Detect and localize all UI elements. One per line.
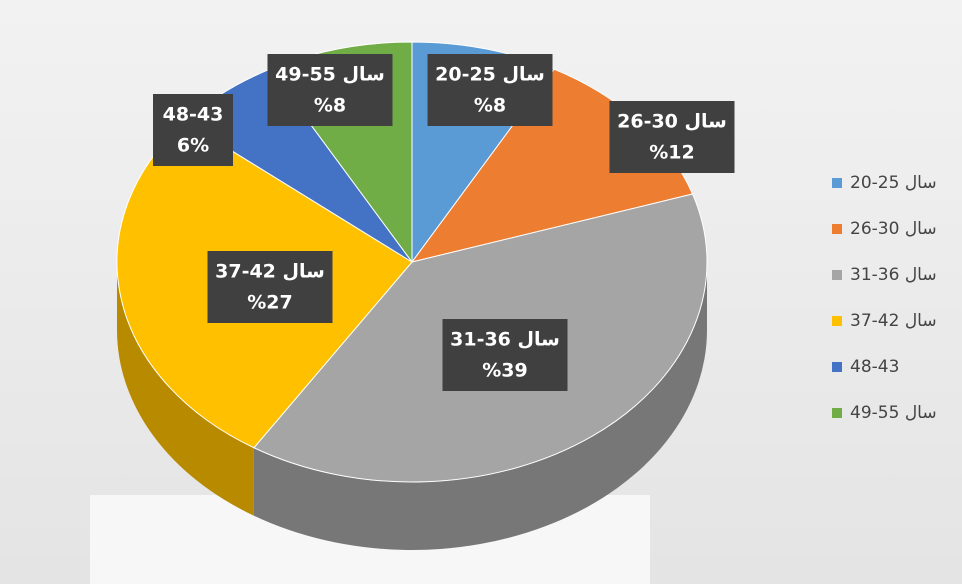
legend-swatch — [832, 270, 842, 280]
legend-label: 49-55 سال — [850, 403, 937, 423]
slice-side — [117, 262, 254, 516]
label-value: %12 — [649, 142, 694, 164]
legend-label: 37-42 سال — [850, 311, 937, 331]
legend-label: 26-30 سال — [850, 219, 937, 239]
label-category: 31-36 سال — [450, 329, 560, 351]
label-category: 48-43 — [163, 104, 224, 126]
label-value: %39 — [482, 360, 527, 382]
label-box — [153, 94, 233, 166]
legend-swatch — [832, 408, 842, 418]
legend-label: 20-25 سال — [850, 173, 937, 193]
label-value: %27 — [247, 292, 292, 314]
label-value: 6% — [177, 135, 209, 157]
legend-label: 31-36 سال — [850, 265, 937, 285]
label-category: 49-55 سال — [275, 64, 385, 86]
slice-side — [253, 262, 707, 550]
label-value: %8 — [314, 95, 346, 117]
label-category: 26-30 سال — [617, 111, 727, 133]
legend-swatch — [832, 178, 842, 188]
label-box — [427, 54, 553, 126]
label-box — [207, 251, 333, 323]
label-box — [442, 319, 568, 391]
label-value: %8 — [474, 95, 506, 117]
label-category: 20-25 سال — [435, 64, 545, 86]
label-box — [609, 101, 735, 173]
data-labels: 20-25 سال %8 26-30 سال %12 31-36 سال %39 37-42… — [153, 54, 735, 391]
legend-swatch — [832, 362, 842, 372]
legend: 20-25 سال 26-30 سال 31-36 سال 37-42 سال 48-4… — [832, 173, 937, 423]
label-category: 37-42 سال — [215, 261, 325, 283]
legend-label: 48-43 — [850, 357, 899, 377]
legend-swatch — [832, 224, 842, 234]
label-box — [267, 54, 393, 126]
pie-sides — [117, 262, 707, 550]
legend-swatch — [832, 316, 842, 326]
